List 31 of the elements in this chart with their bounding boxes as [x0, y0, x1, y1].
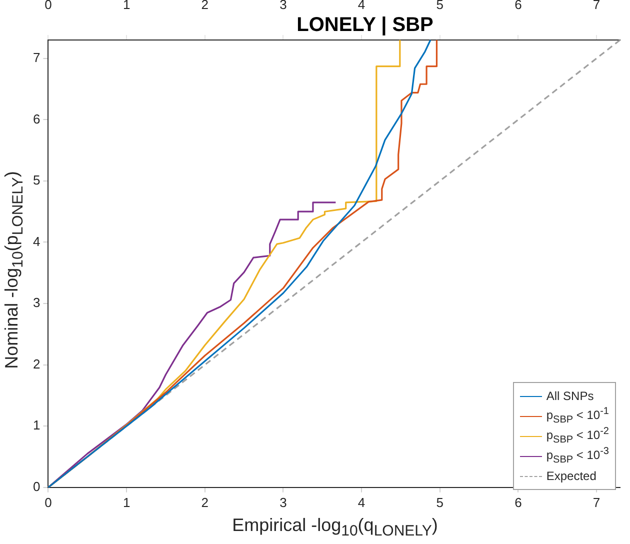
legend-label: Expected [546, 469, 596, 483]
legend-label: p$_{SBP}$ < 10$^{-2}$ [546, 426, 609, 446]
x2-tick-label: 6 [514, 0, 522, 12]
x-axis-title: Empirical -log$_{10}$(q$_{LONELY}$) [231, 515, 439, 540]
x-tick-label: 5 [436, 494, 444, 510]
x-tick-label: 3 [280, 494, 287, 510]
x2-tick-label: 2 [201, 0, 208, 12]
x2-tick-label: 1 [122, 0, 130, 12]
x-tick-label: 1 [122, 494, 130, 510]
x-tick-label: 4 [358, 494, 366, 510]
y-tick-label: 2 [32, 356, 40, 372]
x-tick-label: 6 [514, 494, 522, 510]
x-tick-label: 2 [201, 494, 208, 510]
y-tick-label: 4 [32, 234, 40, 249]
y-tick-label: 6 [32, 111, 40, 126]
y-tick-label: 1 [32, 418, 40, 433]
y-tick-label: 0 [32, 478, 40, 494]
legend-label: All SNPs [546, 389, 594, 403]
y-tick-label: 5 [32, 172, 40, 188]
x2-tick-label: 4 [358, 0, 366, 12]
legend-label: p$_{SBP}$ < 10$^{-1}$ [546, 406, 609, 426]
x2-tick-label: 7 [592, 0, 600, 12]
x-tick-label: 0 [44, 494, 52, 510]
x2-tick-label: 0 [44, 0, 52, 12]
x2-tick-label: 5 [436, 0, 444, 12]
y-tick-label: 7 [32, 50, 40, 65]
y-tick-label: 3 [32, 295, 40, 310]
x-tick-label: 7 [592, 494, 600, 510]
legend-label: p$_{SBP}$ < 10$^{-3}$ [546, 446, 609, 466]
chart-title: LONELY | SBP [296, 14, 434, 37]
x2-tick-label: 3 [280, 0, 287, 12]
